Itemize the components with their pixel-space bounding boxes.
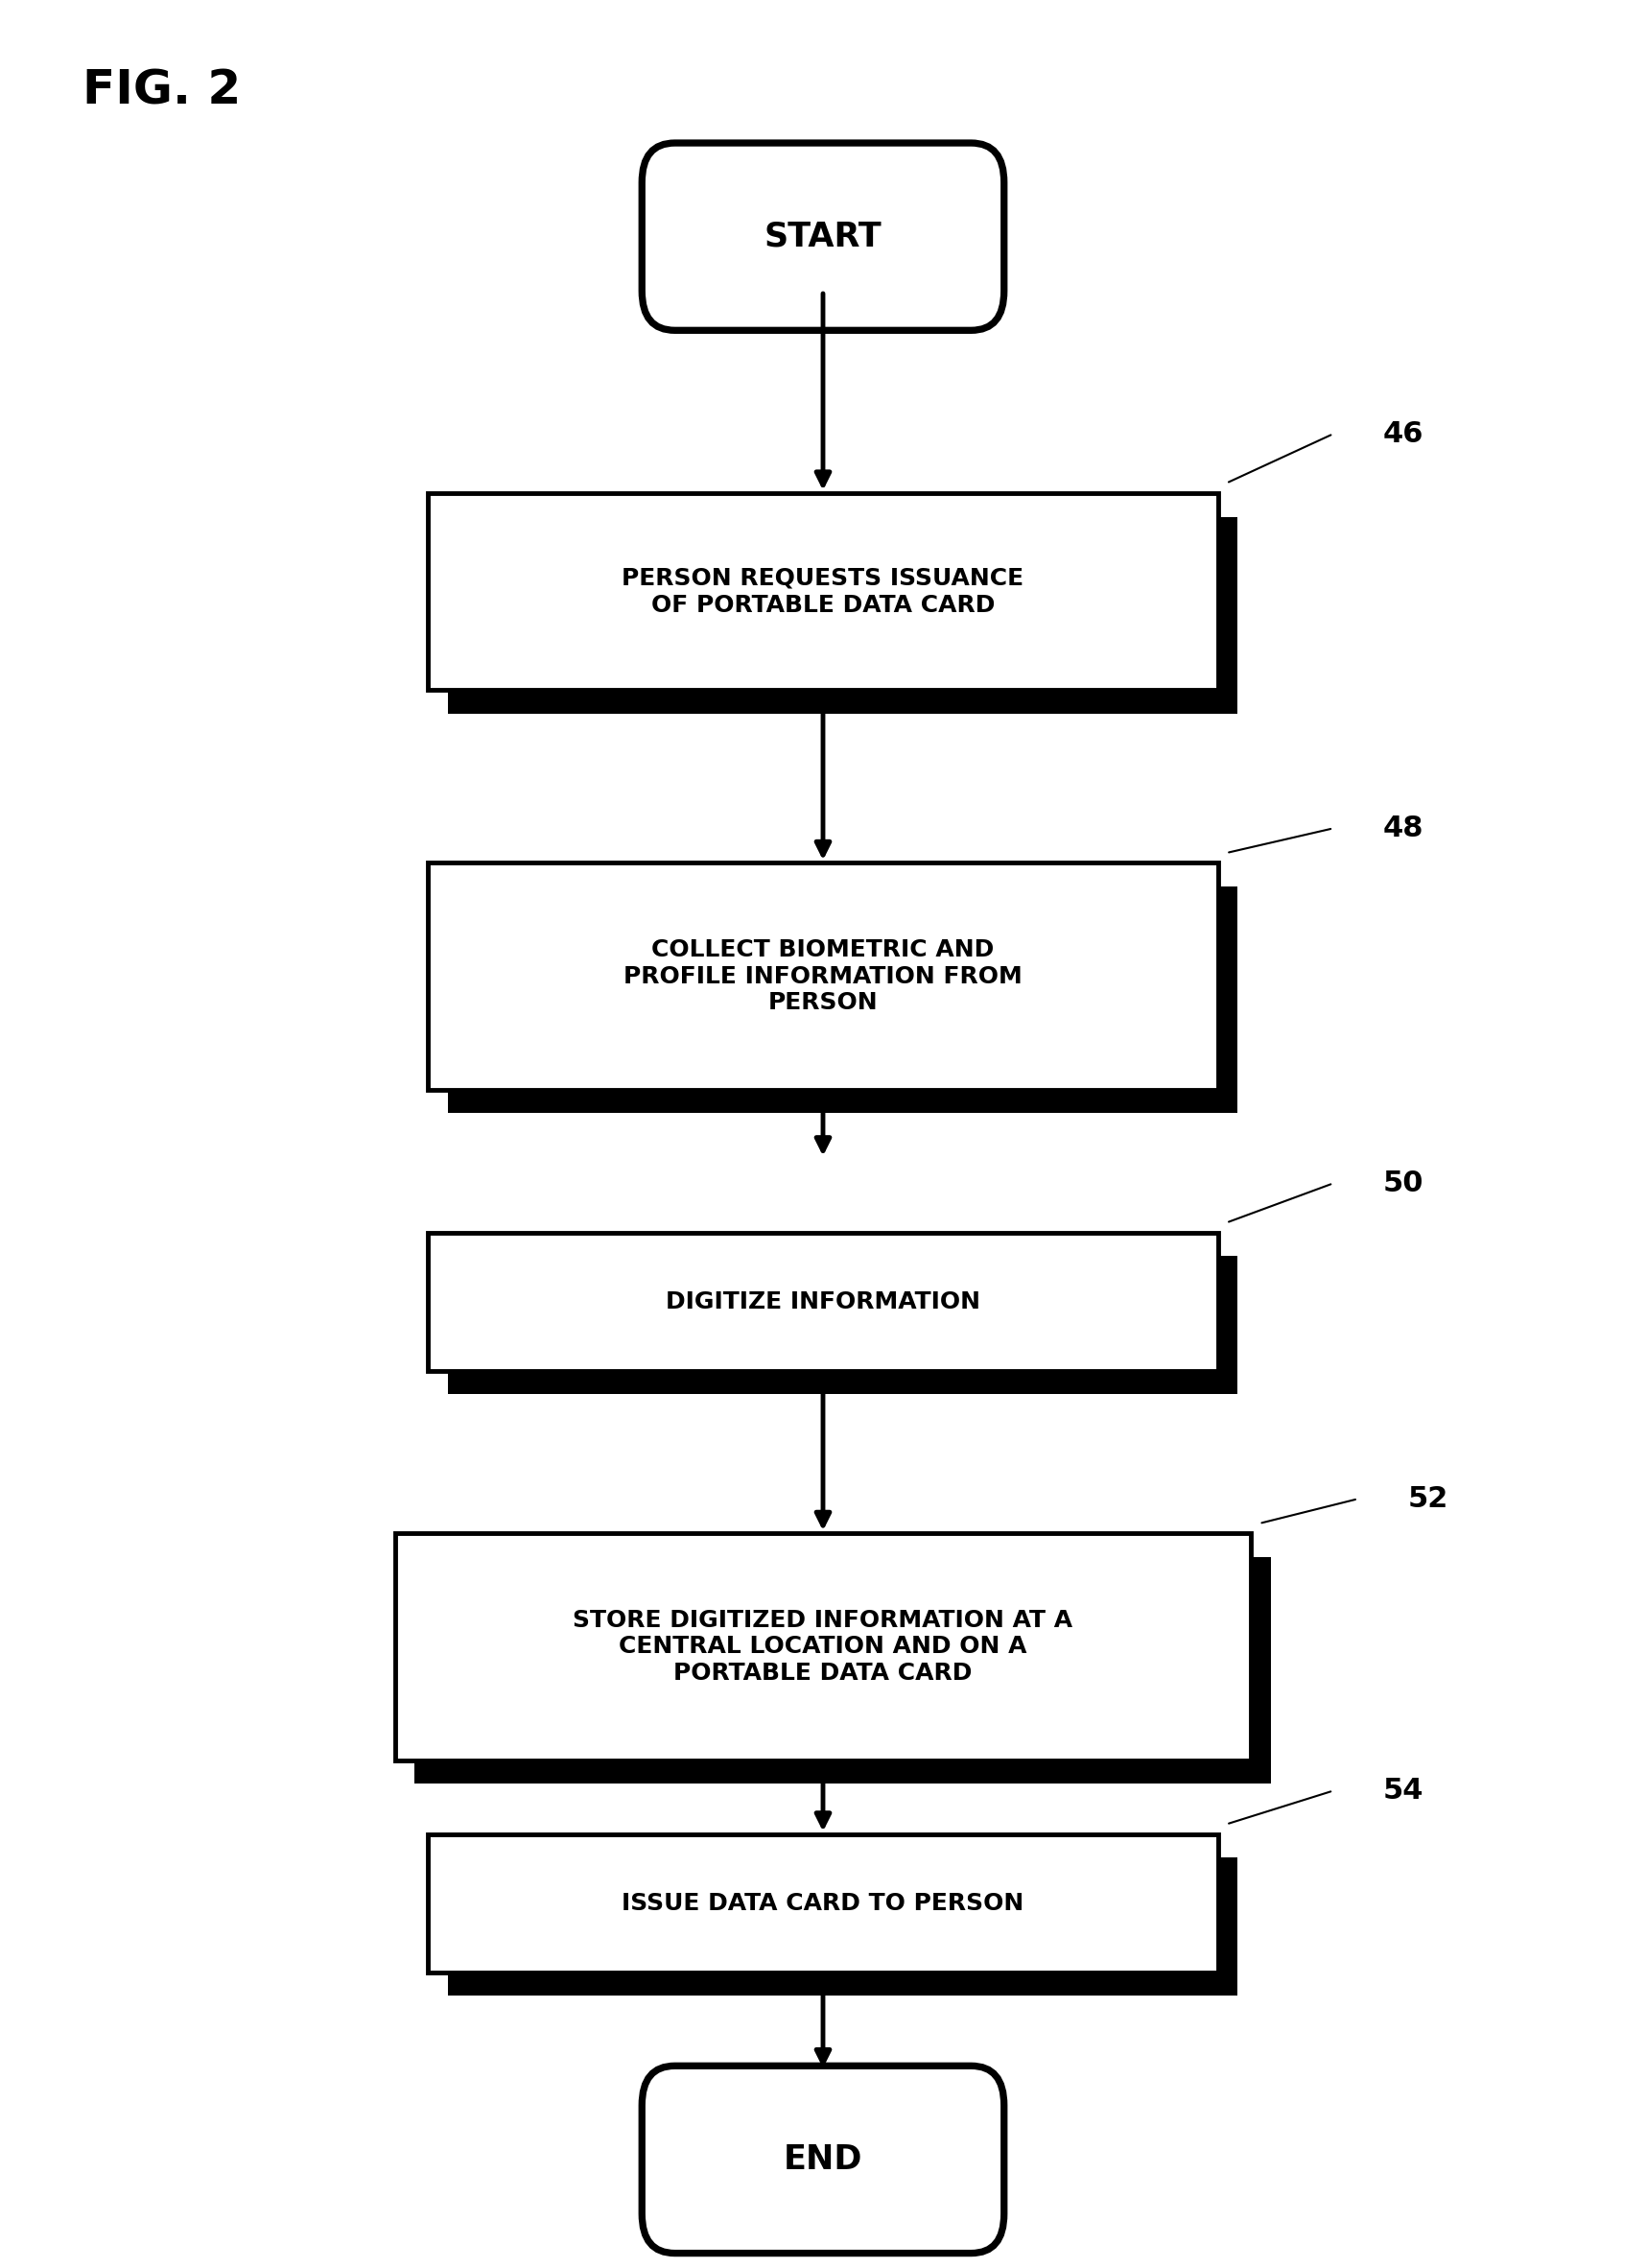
FancyBboxPatch shape: [448, 1256, 1238, 1395]
Text: END: END: [783, 2143, 863, 2175]
FancyBboxPatch shape: [448, 517, 1238, 714]
FancyBboxPatch shape: [428, 862, 1218, 1089]
FancyBboxPatch shape: [642, 143, 1004, 331]
Text: COLLECT BIOMETRIC AND
PROFILE INFORMATION FROM
PERSON: COLLECT BIOMETRIC AND PROFILE INFORMATIO…: [624, 939, 1022, 1014]
Text: PERSON REQUESTS ISSUANCE
OF PORTABLE DATA CARD: PERSON REQUESTS ISSUANCE OF PORTABLE DAT…: [622, 567, 1024, 617]
FancyBboxPatch shape: [428, 492, 1218, 689]
FancyBboxPatch shape: [395, 1533, 1251, 1760]
Text: DIGITIZE INFORMATION: DIGITIZE INFORMATION: [665, 1290, 981, 1313]
Text: STORE DIGITIZED INFORMATION AT A
CENTRAL LOCATION AND ON A
PORTABLE DATA CARD: STORE DIGITIZED INFORMATION AT A CENTRAL…: [573, 1608, 1073, 1685]
Text: ISSUE DATA CARD TO PERSON: ISSUE DATA CARD TO PERSON: [622, 1892, 1024, 1914]
Text: 48: 48: [1383, 814, 1424, 841]
FancyBboxPatch shape: [415, 1558, 1271, 1785]
Text: START: START: [764, 220, 882, 254]
Text: 50: 50: [1383, 1170, 1424, 1198]
FancyBboxPatch shape: [428, 1835, 1218, 1973]
Text: 52: 52: [1407, 1486, 1448, 1513]
Text: 54: 54: [1383, 1776, 1424, 1805]
FancyBboxPatch shape: [448, 887, 1238, 1114]
FancyBboxPatch shape: [428, 1232, 1218, 1370]
Text: 46: 46: [1383, 420, 1424, 447]
FancyBboxPatch shape: [642, 2066, 1004, 2252]
Text: FIG. 2: FIG. 2: [82, 68, 240, 113]
FancyBboxPatch shape: [448, 1857, 1238, 1996]
